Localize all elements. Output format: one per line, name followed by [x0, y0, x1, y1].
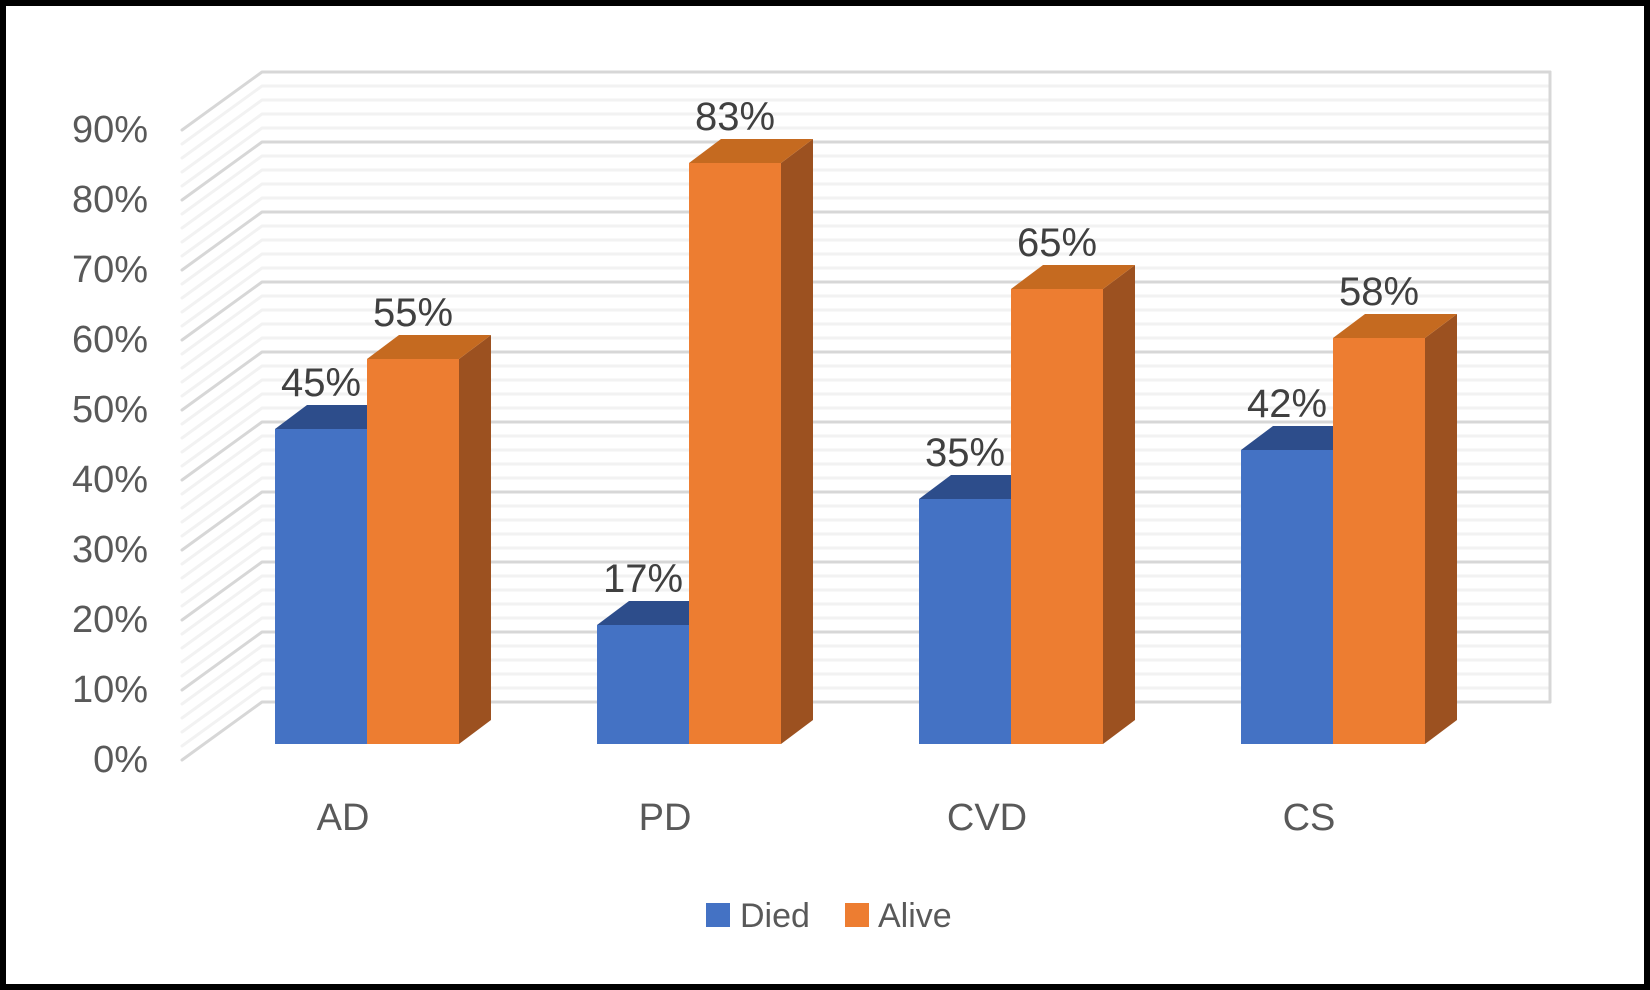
category-label-cvd: CVD [947, 797, 1027, 839]
bar-top-face[interactable] [367, 335, 491, 359]
data-label-alive-cvd: 65% [1017, 221, 1097, 265]
category-label-cs: CS [1283, 797, 1336, 839]
y-axis-tick-label: 40% [72, 459, 148, 501]
y-axis-tick-label: 60% [72, 319, 148, 361]
bar-alive-ad[interactable] [367, 335, 491, 744]
data-label-died-pd: 17% [603, 557, 683, 601]
gridline-minor [180, 98, 1552, 160]
bar-side-face[interactable] [1425, 314, 1457, 744]
y-axis-tick-label: 30% [72, 529, 148, 571]
bar-front-face[interactable] [1333, 338, 1425, 744]
data-label-alive-pd: 83% [695, 95, 775, 139]
bar-front-face[interactable] [1241, 450, 1333, 744]
bar-front-face[interactable] [275, 429, 367, 744]
bar-front-face[interactable] [1011, 289, 1103, 744]
bar-alive-cs[interactable] [1333, 314, 1457, 744]
bar-side-face[interactable] [781, 139, 813, 744]
gridline-minor [180, 126, 1552, 188]
gridline-minor [180, 84, 1552, 146]
legend-label: Died [740, 897, 810, 935]
bar-side-face[interactable] [459, 335, 491, 744]
gridline-minor [180, 168, 1552, 230]
y-axis-tick-label: 10% [72, 669, 148, 711]
data-label-died-ad: 45% [281, 361, 361, 405]
bar-top-face[interactable] [1333, 314, 1457, 338]
gridline-minor [180, 252, 1552, 314]
data-label-died-cvd: 35% [925, 431, 1005, 475]
y-axis-tick-label: 0% [93, 739, 148, 781]
bar-died-cs[interactable] [1241, 426, 1365, 744]
legend-label: Alive [878, 897, 952, 935]
gridline-minor [180, 154, 1552, 216]
gridline-minor [180, 182, 1552, 244]
bar-alive-cvd[interactable] [1011, 265, 1135, 744]
gridline-major [180, 210, 1552, 272]
bar-front-face[interactable] [919, 499, 1011, 744]
bar-alive-pd[interactable] [689, 139, 813, 744]
data-label-alive-cs: 58% [1339, 270, 1419, 314]
chart-svg: 45% 55% 17% 83% 35% 65% 42% 58% 0% 10% 20% 30% 40% 50… [72, 70, 1552, 935]
category-label-pd: PD [639, 797, 692, 839]
y-axis-tick-label: 20% [72, 599, 148, 641]
y-axis-tick-label: 70% [72, 249, 148, 291]
gridline-major [180, 70, 1552, 132]
bar-side-face[interactable] [1103, 265, 1135, 744]
legend-item-alive[interactable]: Alive [845, 897, 952, 935]
bar-front-face[interactable] [597, 625, 689, 744]
y-axis-tick-label: 50% [72, 389, 148, 431]
y-axis-tick-label: 90% [72, 109, 148, 151]
bar-top-face[interactable] [689, 139, 813, 163]
bar-top-face[interactable] [1011, 265, 1135, 289]
legend-swatch [845, 903, 869, 927]
gridline-major [180, 140, 1552, 202]
y-axis-tick-label: 80% [72, 179, 148, 221]
bar-front-face[interactable] [689, 163, 781, 744]
data-label-died-cs: 42% [1247, 382, 1327, 426]
category-label-ad: AD [317, 797, 370, 839]
bar-front-face[interactable] [367, 359, 459, 744]
legend-swatch [706, 903, 730, 927]
gridline-minor [180, 112, 1552, 174]
data-label-alive-ad: 55% [373, 291, 453, 335]
gridline-minor [180, 238, 1552, 300]
gridline-minor [180, 196, 1552, 258]
gridline-minor [180, 224, 1552, 286]
legend-item-died[interactable]: Died [706, 897, 810, 935]
